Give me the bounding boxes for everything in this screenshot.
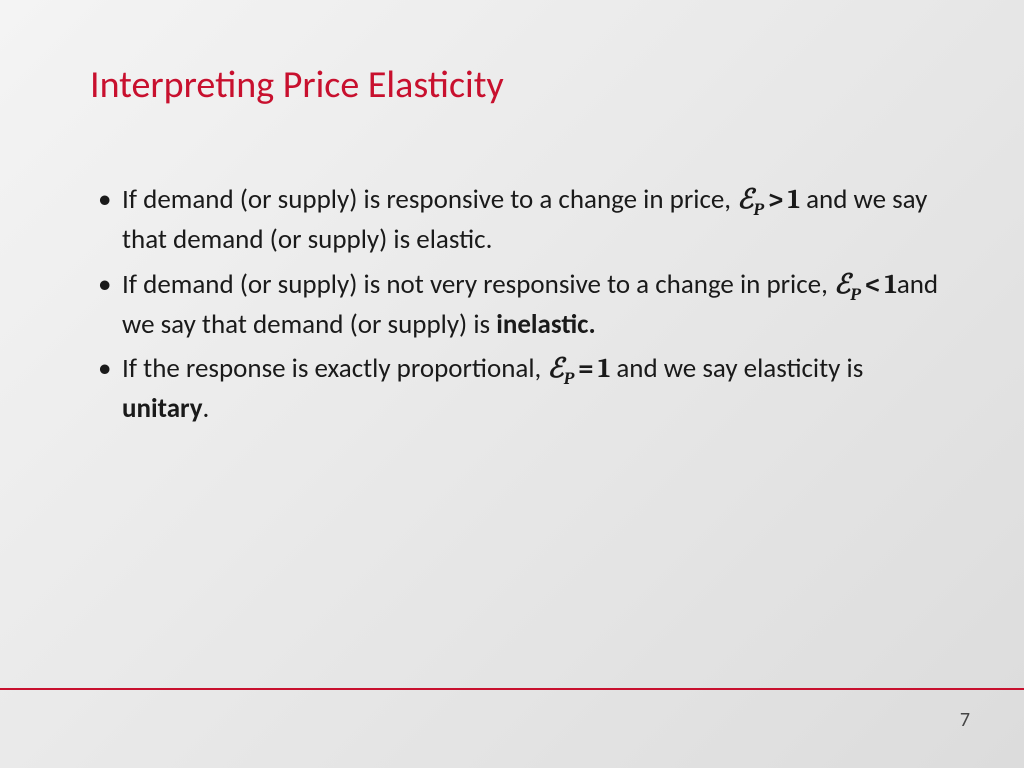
- bullet-text: If demand (or supply) is responsive to a…: [122, 183, 737, 216]
- math-subscript: P: [850, 285, 860, 305]
- bullet-item: If the response is exactly proportional,…: [94, 351, 954, 428]
- footer-divider: [0, 688, 1024, 690]
- math-subscript: P: [564, 369, 574, 389]
- bullet-bold: inelastic.: [496, 308, 595, 341]
- math-operator: <: [860, 269, 884, 300]
- math-operator: >: [764, 184, 788, 215]
- math-expression: ℰP=1: [547, 353, 610, 384]
- math-operator: =: [574, 353, 598, 384]
- bullet-list: If demand (or supply) is responsive to a…: [90, 182, 954, 428]
- slide-title: Interpreting Price Elasticity: [90, 62, 954, 108]
- bullet-text: If the response is exactly proportional,: [122, 352, 547, 385]
- math-symbol: ℰ: [834, 269, 850, 300]
- math-value: 1: [598, 353, 610, 384]
- math-value: 1: [788, 184, 800, 215]
- bullet-text: and we say elasticity is: [610, 352, 863, 385]
- bullet-item: If demand (or supply) is not very respon…: [94, 267, 954, 344]
- math-subscript: P: [754, 200, 764, 220]
- slide: Interpreting Price Elasticity If demand …: [0, 0, 1024, 768]
- math-expression: ℰP<1: [834, 269, 897, 300]
- math-symbol: ℰ: [737, 184, 753, 215]
- bullet-text: .: [203, 392, 210, 425]
- math-symbol: ℰ: [547, 353, 563, 384]
- bullet-bold: unitary: [122, 392, 203, 425]
- math-value: 1: [884, 269, 896, 300]
- bullet-item: If demand (or supply) is responsive to a…: [94, 182, 954, 259]
- page-number: 7: [960, 708, 970, 732]
- math-expression: ℰP>1: [737, 184, 800, 215]
- bullet-text: If demand (or supply) is not very respon…: [122, 268, 834, 301]
